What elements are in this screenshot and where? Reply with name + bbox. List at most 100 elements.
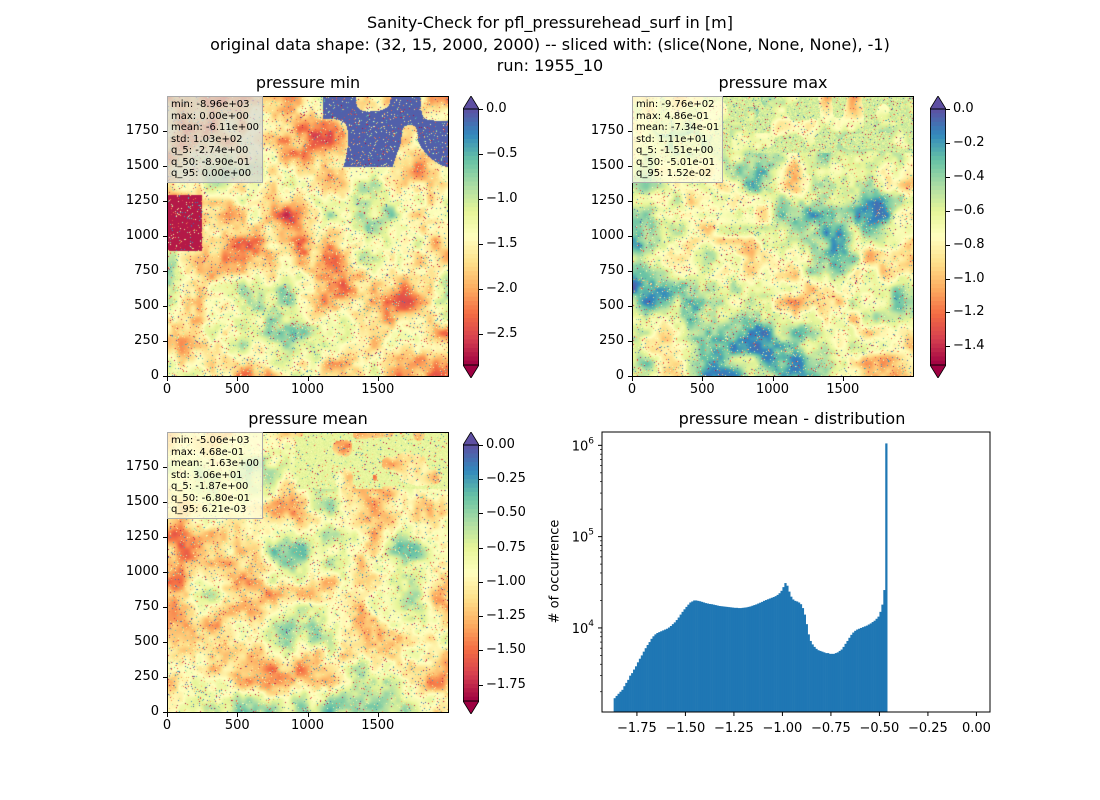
stats-line: q_95: 1.52e-02	[636, 168, 712, 179]
colorbar-segment	[930, 138, 946, 144]
histogram-bar	[761, 601, 764, 712]
colorbar-pressure-min	[463, 96, 479, 378]
histogram-bar	[642, 651, 645, 712]
colorbar-tick-label: −0.25	[486, 471, 526, 487]
histogram-bar	[658, 632, 661, 712]
colorbar-pressure-max	[930, 96, 946, 378]
y-tick-mark	[163, 677, 167, 678]
histogram-bar	[757, 603, 760, 712]
colorbar-tick-mark	[479, 445, 483, 446]
colorbar-segment	[463, 462, 479, 467]
colorbar-segment	[930, 258, 946, 264]
colorbar-segment	[463, 343, 479, 349]
colorbar-segment	[463, 449, 479, 455]
y-tick-label: 500	[134, 634, 159, 649]
colorbar-tick-label: −2.5	[486, 325, 518, 341]
colorbar-tick-mark	[479, 243, 483, 245]
colorbar-segment	[930, 347, 946, 353]
histogram-bar	[819, 650, 822, 712]
colorbar-segment	[463, 249, 479, 255]
colorbar-segment	[463, 279, 479, 285]
colorbar-segment	[463, 547, 479, 553]
panel-title-pressure-max: pressure max	[718, 73, 828, 92]
x-tick-mark	[237, 377, 239, 381]
colorbar-segment	[463, 500, 479, 506]
colorbar-segment	[930, 198, 946, 204]
histogram-bar	[654, 634, 657, 712]
colorbar-segment	[463, 568, 479, 574]
y-tick-mark	[163, 502, 167, 503]
colorbar-segment	[930, 185, 946, 191]
colorbar-segment	[930, 151, 946, 157]
histogram-bar	[836, 652, 839, 712]
histogram-bar	[770, 597, 774, 712]
colorbar-tick-mark	[946, 142, 950, 144]
histogram-bar	[666, 628, 669, 712]
colorbar-segment	[930, 177, 946, 183]
y-tick-base: 10	[572, 531, 589, 546]
colorbar-segment	[463, 521, 479, 527]
colorbar-segment	[930, 194, 946, 200]
y-tick-label: 250	[134, 333, 159, 348]
x-tick-mark	[772, 377, 774, 381]
histogram-bar	[875, 618, 878, 712]
colorbar-segment	[930, 211, 946, 217]
colorbar-segment	[463, 645, 479, 651]
colorbar-segment	[463, 453, 479, 459]
colorbar-segment	[930, 335, 946, 340]
colorbar-segment	[463, 479, 479, 484]
colorbar-segment	[463, 671, 479, 676]
x-tick-mark	[377, 713, 379, 717]
histogram-bar	[664, 629, 667, 712]
colorbar-segment	[463, 624, 479, 630]
y-tick-mark	[628, 131, 632, 132]
histogram-bar	[669, 625, 673, 712]
colorbar-segment	[930, 109, 946, 114]
histogram-bar	[640, 655, 644, 712]
colorbar-segment	[930, 296, 946, 302]
y-tick-label: 750	[134, 599, 159, 614]
histogram-bar	[662, 630, 665, 712]
y-tick-mark	[163, 131, 167, 132]
y-tick-label: 1750	[125, 459, 159, 474]
colorbar-tick-label: 0.0	[953, 101, 974, 116]
colorbar-frame	[930, 108, 946, 366]
y-tick-label: 1750	[125, 123, 159, 138]
colorbar-segment	[463, 288, 479, 294]
colorbar-segment	[930, 279, 946, 285]
x-tick-mark	[307, 377, 309, 381]
y-tick-mark	[628, 271, 632, 272]
histogram-bar	[636, 662, 640, 712]
colorbar-segment	[463, 496, 479, 502]
y-tick-label: 1250	[125, 193, 159, 208]
histogram-bar	[629, 675, 632, 712]
colorbar-segment	[463, 347, 479, 353]
histogram-bar	[691, 601, 694, 712]
histogram-bar	[716, 605, 719, 712]
histogram-bar	[861, 627, 865, 712]
colorbar-segment	[463, 151, 479, 157]
colorbar-segment	[463, 138, 479, 144]
colorbar-tick-mark	[479, 684, 483, 686]
y-tick-label: 104	[572, 619, 595, 637]
stats-line: q_95: 0.00e+00	[171, 168, 252, 179]
colorbar-tick-mark	[946, 278, 950, 280]
histogram-bar	[848, 637, 851, 712]
x-tick-label: −0.25	[908, 721, 948, 736]
colorbar-segment	[463, 470, 479, 476]
x-tick-label: 1000	[290, 718, 325, 733]
y-tick-mark	[628, 306, 632, 307]
histogram-bar	[846, 640, 849, 712]
y-tick-exponent: 5	[588, 528, 594, 538]
colorbar-segment	[463, 692, 479, 698]
y-tick-exponent: 6	[588, 436, 594, 446]
histogram-bar	[650, 638, 653, 712]
y-tick-label: 1000	[125, 564, 159, 579]
colorbar-segment	[463, 330, 479, 336]
y-tick-mark	[628, 166, 632, 167]
histogram-bar	[830, 653, 834, 712]
colorbar-tick-mark	[946, 312, 950, 314]
colorbar-tick-mark	[479, 288, 483, 290]
colorbar-tick-label: −1.0	[953, 270, 985, 286]
x-tick-label: −0.75	[811, 721, 851, 736]
